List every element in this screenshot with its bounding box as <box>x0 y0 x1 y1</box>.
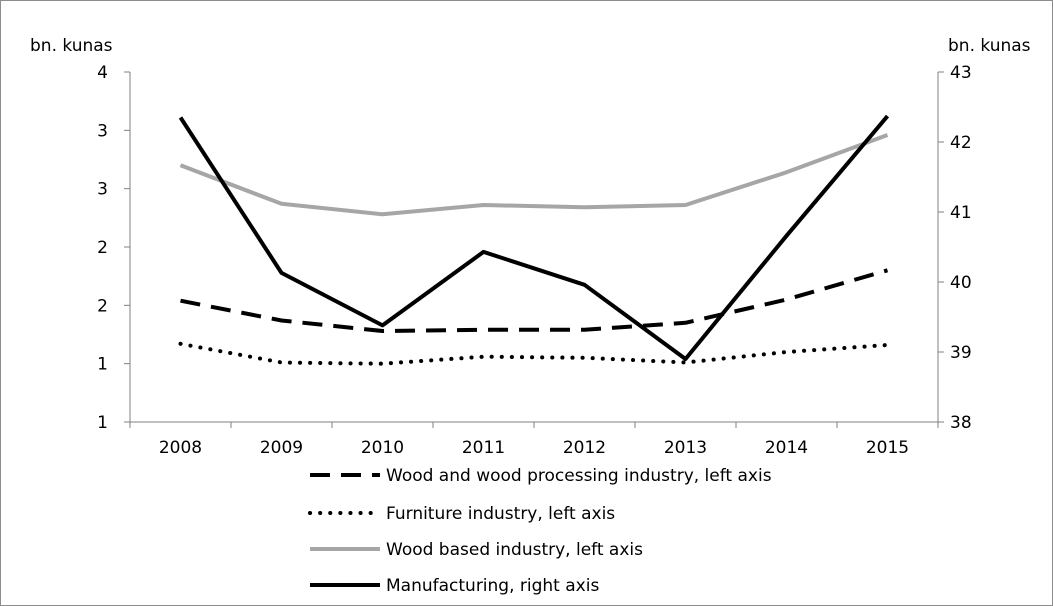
axes: 1 1 2 2 3 3 4 38 39 40 41 42 43 2008 2009 2010 2011 2012 2… <box>97 63 971 458</box>
x-axis-tick-label: 2013 <box>664 438 707 458</box>
x-axis-tick-label: 2012 <box>563 438 606 458</box>
right-axis-unit-label: bn. kunas <box>948 36 1031 56</box>
legend-label: Wood and wood processing industry, left … <box>386 466 772 486</box>
series-line-wood-and-wood-processing-industry <box>180 268 889 333</box>
legend-label: Manufacturing, right axis <box>386 576 599 596</box>
right-axis-tick-label: 41 <box>950 203 972 223</box>
x-axis-tick-label: 2009 <box>260 438 303 458</box>
left-axis-unit-label: bn. kunas <box>30 36 113 56</box>
right-axis-tick-label: 38 <box>950 413 972 433</box>
right-axis-tick-label: 39 <box>950 343 972 363</box>
series-line-manufacturing <box>178 114 890 361</box>
left-axis-tick-label: 3 <box>97 121 108 141</box>
x-axis-tick-label: 2011 <box>462 438 505 458</box>
right-axis-tick-label: 42 <box>950 133 972 153</box>
legend-label: Furniture industry, left axis <box>386 504 615 524</box>
left-axis-tick-label: 1 <box>97 355 108 375</box>
left-axis-tick-label: 3 <box>97 180 108 200</box>
series-line-furniture-industry <box>178 341 890 366</box>
x-axis-tick-label: 2014 <box>765 438 808 458</box>
left-axis-tick-label: 2 <box>97 296 108 316</box>
right-axis-tick-label: 43 <box>950 63 972 83</box>
left-axis-tick-label: 2 <box>97 238 108 258</box>
right-axis-tick-label: 40 <box>950 273 972 293</box>
series-line-wood-based-industry <box>179 133 889 217</box>
x-axis-tick-label: 2008 <box>159 438 202 458</box>
legend-label: Wood based industry, left axis <box>386 540 643 560</box>
legend: Wood and wood processing industry, left … <box>308 466 772 596</box>
series-layer <box>178 114 890 366</box>
x-axis-tick-label: 2010 <box>361 438 404 458</box>
left-axis-tick-label: 1 <box>97 413 108 433</box>
left-axis-tick-label: 4 <box>97 63 108 83</box>
x-axis-tick-label: 2015 <box>866 438 909 458</box>
